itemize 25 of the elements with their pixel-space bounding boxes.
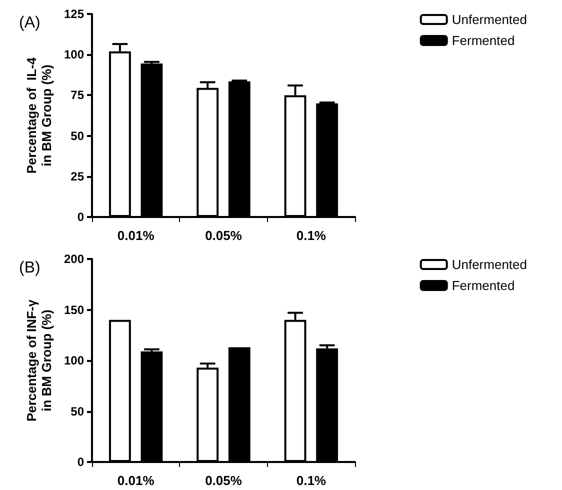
x-tick-label: 0.1%	[296, 228, 326, 243]
y-tick-label: 150	[64, 302, 84, 317]
y-tick-label: 100	[64, 354, 84, 368]
x-tick-label: 0.05%	[205, 473, 242, 488]
y-tick-label: 50	[70, 128, 84, 143]
x-tick-label: 0.1%	[296, 473, 326, 488]
legend-label: Fermented	[452, 278, 515, 293]
y-axis-title: Percentage of INF-γ in BM Group (%)	[24, 298, 54, 422]
y-tick-label: 25	[70, 169, 84, 184]
y-tick-label: 100	[64, 48, 84, 62]
y-tick-label: 125	[64, 7, 84, 21]
x-tick-label: 0.01%	[117, 228, 155, 243]
y-axis-title: Percentage of IL-4 in BM Group (%)	[24, 56, 54, 174]
chart-title: (A)	[19, 14, 40, 32]
legend-label: Fermented	[452, 33, 515, 48]
x-tick-label: 0.05%	[205, 228, 242, 243]
x-tick-label: 0.01%	[117, 473, 155, 488]
y-tick-label: 50	[70, 404, 84, 418]
y-tick-label: 0	[77, 210, 84, 224]
legend-label: Unfermented	[452, 257, 528, 272]
chart-title: (B)	[19, 260, 40, 276]
y-tick-label: 75	[70, 88, 84, 102]
y-tick-label: 0	[77, 455, 84, 469]
y-tick-label: 200	[64, 252, 84, 266]
legend-label: Unfermented	[452, 12, 528, 27]
